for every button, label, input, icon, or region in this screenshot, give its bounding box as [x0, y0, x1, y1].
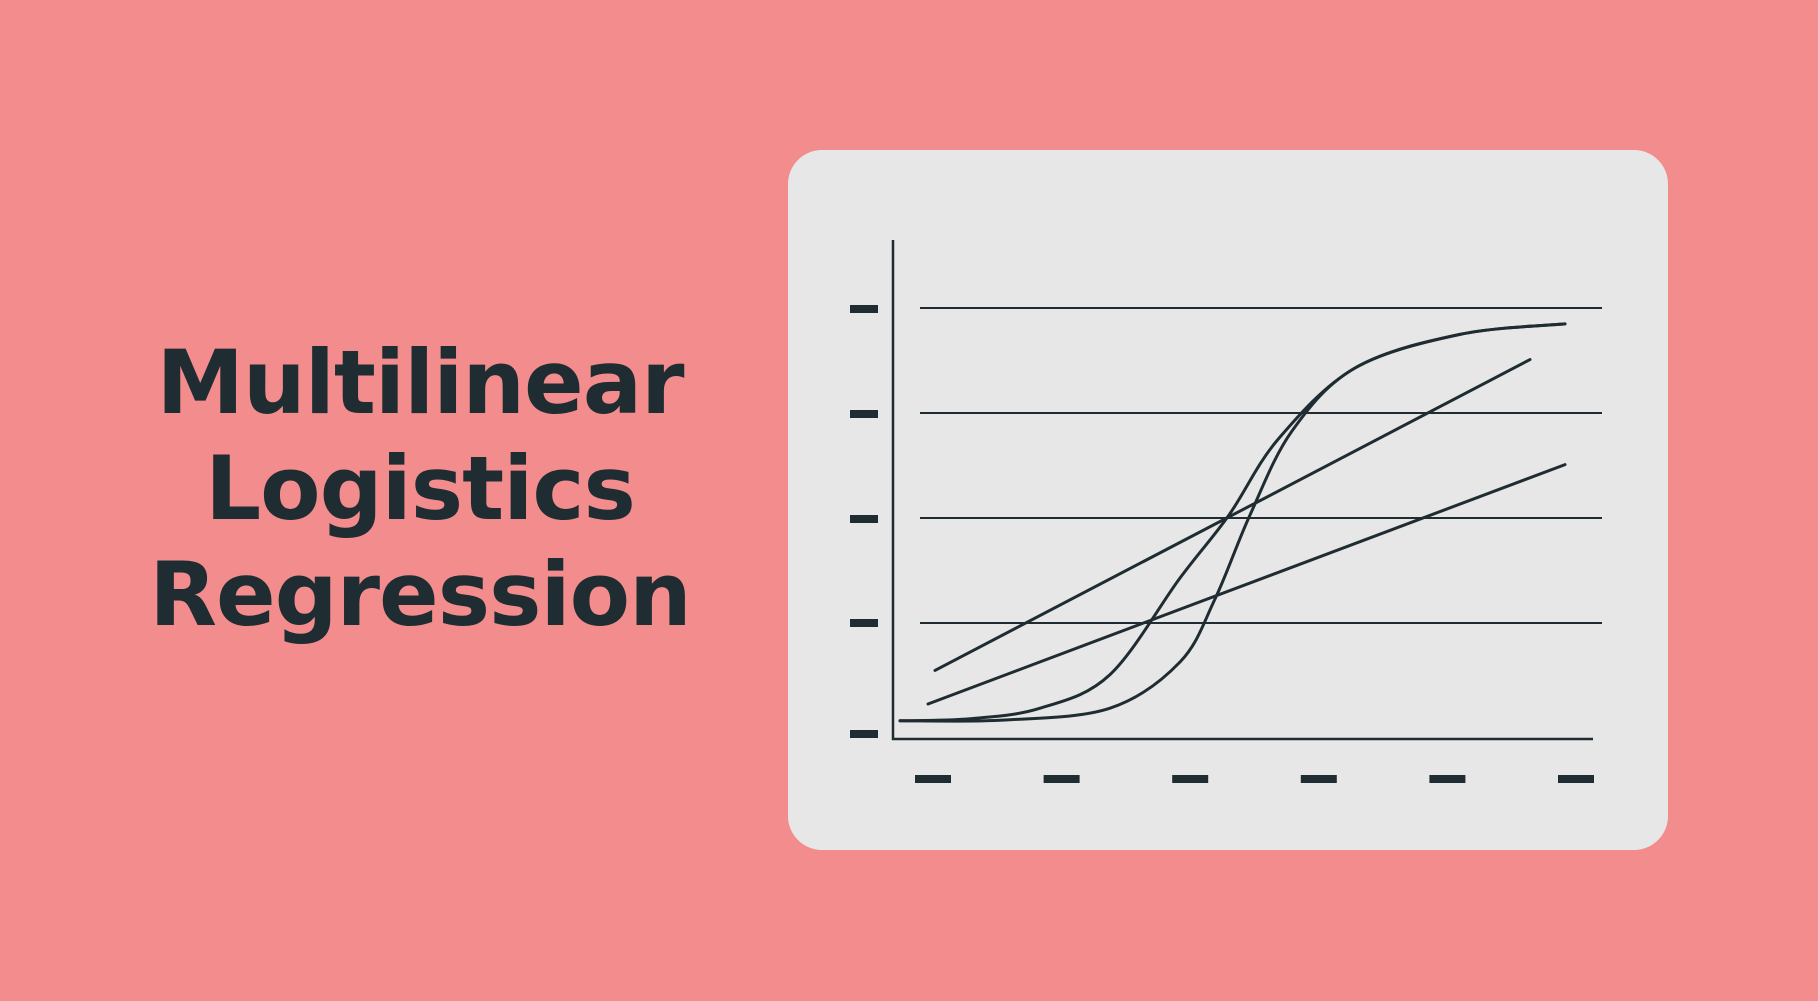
- x-tick-mark: [1429, 775, 1466, 783]
- series-lines: [898, 322, 1567, 723]
- y-tick-mark: [850, 730, 878, 738]
- chart-card: [788, 150, 1668, 850]
- series-line: [898, 322, 1567, 723]
- ticks: [850, 305, 1594, 783]
- x-tick-mark: [1043, 775, 1080, 783]
- title-line-1: Multilinear: [156, 331, 684, 434]
- y-tick-mark: [850, 305, 878, 313]
- series-line: [898, 322, 1567, 723]
- series-line: [933, 358, 1532, 672]
- x-tick-mark: [1300, 775, 1337, 783]
- title-line-3: Regression: [149, 543, 692, 646]
- title-line-2: Logistics: [205, 437, 636, 540]
- x-tick-mark: [915, 775, 951, 783]
- page-title: Multilinear Logistics Regression: [130, 330, 710, 648]
- y-tick-mark: [850, 410, 878, 418]
- axes: [891, 240, 1593, 741]
- x-tick-mark: [1172, 775, 1209, 783]
- y-tick-mark: [850, 515, 878, 523]
- x-tick-mark: [1558, 775, 1594, 783]
- series-line: [926, 463, 1567, 706]
- y-tick-mark: [850, 619, 878, 627]
- gridlines: [920, 307, 1602, 624]
